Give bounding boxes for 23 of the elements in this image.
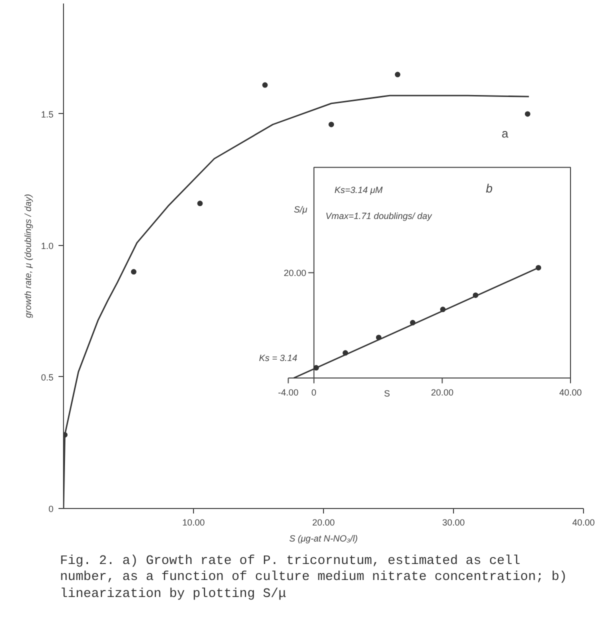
annotation: Ks=3.14 μM [334, 184, 384, 195]
x-tick-label: 10.00 [182, 518, 205, 528]
x-axis-title: S [384, 388, 390, 399]
y-tick-label: 0.5 [40, 372, 54, 382]
x-tick-label: 40.00 [572, 518, 595, 528]
y-axis-title: S/μ [294, 204, 308, 214]
annotation: b [486, 181, 493, 196]
x-tick-label: 30.00 [442, 518, 465, 528]
y-axis-title: growth rate, μ (doublings / day) [22, 194, 33, 318]
x-tick-label: 20.00 [312, 518, 335, 528]
y-tick-label: 1.0 [40, 240, 54, 251]
annotation: 20.00 [284, 268, 306, 278]
x-tick-label: -4.00 [278, 388, 299, 398]
annotation: Ks = 3.14 [258, 353, 298, 364]
x-tick-label: 20.00 [430, 388, 454, 398]
x-tick-label: 0 [311, 388, 316, 398]
x-axis-title: S (μg-at N-NO₃/l) [289, 534, 358, 544]
caption: Fig. 2. a) Growth rate of P. tricornutum, estimated as cell number, as a function of culture medium nitrate concentration; b) linearization by plotting S/μ [60, 553, 568, 602]
annotation: a [502, 126, 509, 140]
annotation: Vmax=1.71 doublings/ day [325, 210, 432, 221]
y-tick-label: 0 [48, 504, 54, 514]
y-tick-label: 1.5 [40, 109, 54, 120]
x-tick-label: 40.00 [559, 388, 582, 398]
